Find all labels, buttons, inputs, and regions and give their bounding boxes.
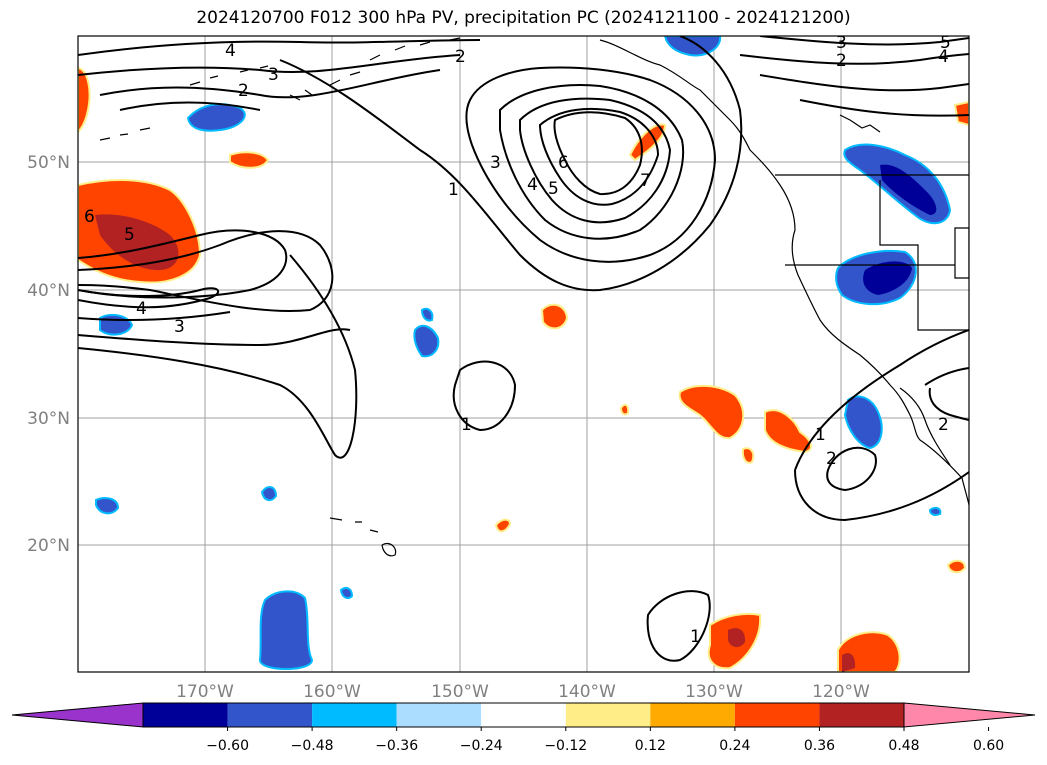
lat-label: 40°N <box>27 281 70 301</box>
lon-label: 140°W <box>558 682 616 702</box>
colorbar-segment <box>734 703 820 727</box>
coastlines <box>99 37 969 557</box>
contour-label: 6 <box>558 153 569 173</box>
colorbar-segment <box>396 703 482 727</box>
colorbar-tick-label: 0.24 <box>719 738 750 754</box>
contour-label: 4 <box>225 41 236 61</box>
contour-label: 2 <box>836 51 847 71</box>
contour-label: 1 <box>690 627 701 647</box>
colorbar-tick-label: −0.36 <box>375 738 418 754</box>
lon-label: 150°W <box>431 682 489 702</box>
lon-label: 130°W <box>685 682 743 702</box>
precip-negative-areas <box>95 36 952 670</box>
contour-label: 4 <box>527 175 538 195</box>
colorbar-tick-label: 0.12 <box>635 738 666 754</box>
colorbar-tick-label: −0.48 <box>291 738 334 754</box>
map-title: 2024120700 F012 300 hPa PV, precipitatio… <box>196 8 851 28</box>
colorbar-segment <box>312 703 397 727</box>
colorbar: −0.60 −0.48 −0.36 −0.24 −0.12 0.12 0.24 0.36 0.4… <box>11 702 1036 754</box>
lat-label: 50°N <box>27 153 70 173</box>
contour-label: 2 <box>238 81 249 101</box>
contour-label: 3 <box>268 65 279 85</box>
colorbar-extend-high <box>903 702 1036 728</box>
lon-label: 160°W <box>303 682 361 702</box>
lat-label: 30°N <box>27 409 70 429</box>
contour-label: 2 <box>455 47 466 67</box>
colorbar-tick-label: 0.36 <box>804 738 835 754</box>
contour-label: 4 <box>136 299 147 319</box>
contour-label: 3 <box>174 317 185 337</box>
colorbar-tick-label: −0.60 <box>206 738 249 754</box>
contour-label: 6 <box>84 207 95 227</box>
colorbar-segment <box>650 703 735 727</box>
contour-label: 5 <box>940 33 951 53</box>
colorbar-segment <box>143 703 228 727</box>
colorbar-tick-label: −0.24 <box>460 738 503 754</box>
lat-labels: 50°N 40°N 30°N 20°N <box>27 153 70 556</box>
lon-label: 170°W <box>176 682 234 702</box>
contour-label: 3 <box>836 33 847 53</box>
colorbar-segment <box>565 703 651 727</box>
colorbar-tick-label: −0.12 <box>544 738 587 754</box>
contour-label: 1 <box>815 425 826 445</box>
colorbar-segment <box>819 703 904 727</box>
colorbar-extend-low <box>11 702 144 728</box>
colorbar-segment <box>227 703 313 727</box>
contour-label: 1 <box>448 180 459 200</box>
contour-label: 5 <box>124 225 135 245</box>
precip-positive-areas <box>78 66 969 672</box>
colorbar-tick-label: 0.48 <box>888 738 919 754</box>
lat-label: 20°N <box>27 536 70 556</box>
lon-label: 120°W <box>812 682 870 702</box>
contour-label: 7 <box>640 171 651 191</box>
contour-label: 5 <box>548 179 559 199</box>
pv-contour-labels: 4 3 2 2 3 2 5 4 1 3 4 5 6 7 6 5 4 3 1 1 … <box>84 33 951 647</box>
contour-label: 1 <box>461 415 472 435</box>
map-frame <box>77 35 970 673</box>
map-gridlines <box>78 36 969 672</box>
contour-label: 4 <box>938 47 949 67</box>
contour-label: 2 <box>826 449 837 469</box>
colorbar-tick-label: 0.60 <box>973 738 1004 754</box>
contour-label: 2 <box>938 415 949 435</box>
lon-labels: 170°W 160°W 150°W 140°W 130°W 120°W <box>176 682 870 702</box>
pv-contours <box>78 36 969 662</box>
contour-label: 3 <box>490 153 501 173</box>
colorbar-segment <box>481 703 566 727</box>
